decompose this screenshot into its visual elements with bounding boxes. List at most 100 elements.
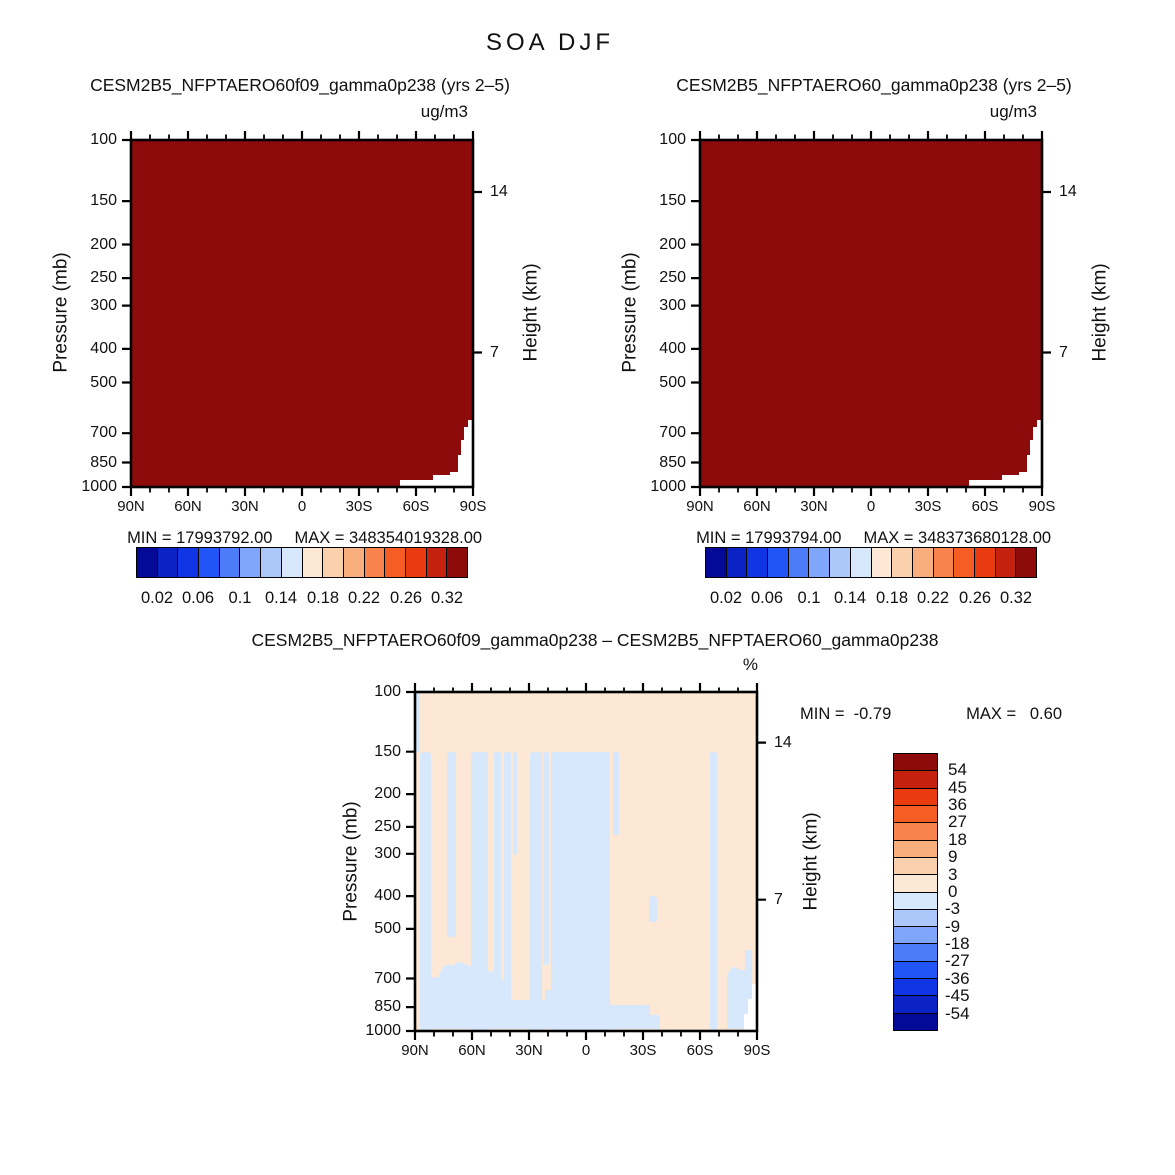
- height-axis-label: Height (km): [520, 263, 542, 362]
- plot-area-fill: [131, 140, 473, 487]
- lat-tick-label: 90S: [1028, 498, 1056, 515]
- colorbar-label: 0.14: [833, 589, 867, 607]
- pressure-tick-label: 500: [374, 919, 401, 937]
- colorbar-label: 0.06: [181, 589, 215, 607]
- major-ticks: [122, 131, 482, 496]
- minor-ticks: [433, 687, 739, 1037]
- colorbar-cell: [746, 548, 768, 577]
- colorbar-cell: [404, 548, 426, 577]
- panel-top-right-plot: [691, 131, 1051, 496]
- pressure-tick-label: 300: [90, 296, 117, 314]
- plot-frame: [129, 138, 475, 489]
- panel-top-right-units: ug/m3: [989, 102, 1037, 121]
- colorbar-diff-label: 45: [948, 778, 967, 797]
- colorbar-diff-label: -9: [945, 917, 961, 936]
- colorbar-diff-label: 9: [948, 847, 958, 866]
- pressure-tick-label: 150: [374, 742, 401, 760]
- lat-tick-label: 60N: [174, 498, 202, 515]
- pressure-tick-label: 200: [374, 785, 401, 803]
- colorbar-label: 0.22: [916, 589, 950, 607]
- colorbar-label: 0.14: [264, 589, 298, 607]
- pressure-tick-label: 300: [659, 296, 686, 314]
- colorbar-cell: [1015, 548, 1036, 577]
- colorbar-cell: [260, 548, 281, 577]
- colorbar-cell: [384, 548, 405, 577]
- colorbar-diff-label: -45: [945, 986, 970, 1005]
- pressure-tick-label: 500: [90, 373, 117, 391]
- colorbar-cell: [894, 804, 937, 823]
- min-max-line: MIN = -0.79 MAX = 0.60: [800, 705, 1062, 723]
- colorbar-cell: [894, 856, 937, 875]
- max-value: MAX = 348354019328.00: [294, 529, 483, 548]
- colorbar-label: 0.22: [347, 589, 381, 607]
- pressure-tick-label: 700: [374, 969, 401, 987]
- colorbar-cell: [767, 548, 788, 577]
- colorbar-label: 0.1: [228, 589, 252, 607]
- height-axis-label: Height (km): [1089, 263, 1111, 362]
- terrain-notch: [400, 420, 472, 486]
- colorbar-label: 0.1: [797, 589, 821, 607]
- colorbar-cell: [829, 548, 850, 577]
- colorbar-label: 0.06: [750, 589, 784, 607]
- colorbar-diff-label: 3: [948, 865, 958, 884]
- panel-diff-title: CESM2B5_NFPTAERO60f09_gamma0p238 – CESM2…: [251, 630, 939, 650]
- colorbar-cell: [932, 548, 954, 577]
- height-tick-label: 7: [774, 890, 783, 908]
- lat-tick-label: 60S: [402, 498, 430, 515]
- colorbar-diff-label: -27: [945, 951, 970, 970]
- height-tick-label: 14: [490, 183, 508, 200]
- panel-top-right-title: CESM2B5_NFPTAERO60_gamma0p238 (yrs 2–5): [676, 75, 1072, 95]
- pressure-tick-label: 150: [90, 192, 117, 209]
- plot-frame: [413, 690, 759, 1033]
- lat-tick-label: 30N: [231, 498, 259, 515]
- colorbar-cell: [894, 874, 937, 892]
- colorbar-diff-label: 18: [948, 830, 967, 849]
- pressure-tick-label: 1000: [650, 478, 686, 495]
- pressure-tick-label: 500: [659, 373, 686, 391]
- height-tick-label: 14: [1059, 183, 1077, 200]
- colorbar-cell: [953, 548, 974, 577]
- lat-tick-label: 30S: [345, 498, 373, 515]
- pressure-tick-label: 250: [374, 817, 401, 835]
- colorbar-cell: [894, 839, 937, 857]
- pressure-tick-label: 850: [659, 453, 686, 471]
- colorbar-label: 0.18: [875, 589, 909, 607]
- lat-tick-label: 60N: [743, 498, 771, 515]
- panel-top-left-units: ug/m3: [420, 102, 468, 121]
- colorbar-cell: [218, 548, 240, 577]
- pressure-tick-label: 100: [659, 131, 686, 148]
- colorbar-cell: [894, 978, 937, 996]
- colorbar-cell: [177, 548, 199, 577]
- panel-diff-plot: [406, 683, 766, 1040]
- min-value: MIN = -0.79: [800, 705, 892, 723]
- lat-tick-label: 0: [866, 498, 876, 515]
- lat-tick-label: 90N: [117, 498, 145, 515]
- min-max-line: MIN = 17993794.00 MAX = 348373680128.00: [624, 511, 1114, 547]
- panel-top-left-plot: [122, 131, 482, 496]
- lat-tick-label: 90N: [401, 1042, 429, 1059]
- pressure-tick-label: 200: [90, 235, 117, 253]
- pressure-tick-label: 100: [374, 683, 401, 700]
- colorbar-cell: [301, 548, 323, 577]
- colorbar-cell: [808, 548, 830, 577]
- pressure-tick-label: 1000: [81, 478, 117, 495]
- lat-tick-label: 60S: [971, 498, 999, 515]
- min-value: MIN = 17993792.00: [127, 529, 273, 548]
- colorbar-label: 0.02: [140, 589, 174, 607]
- colorbar-cell: [137, 548, 157, 577]
- min-value: MIN = 17993794.00: [696, 529, 842, 548]
- colorbar-label: 0.32: [999, 589, 1033, 607]
- colorbar-cell: [994, 548, 1016, 577]
- minor-ticks: [149, 134, 455, 493]
- colorbar-cell: [894, 926, 937, 944]
- panel-diff-units: %: [742, 655, 758, 674]
- colorbar-cell: [787, 548, 809, 577]
- pressure-tick-label: 200: [659, 235, 686, 253]
- max-value: MAX = 348373680128.00: [863, 529, 1052, 548]
- height-axis-label: Height (km): [800, 812, 822, 911]
- colorbar-cell: [870, 548, 892, 577]
- pressure-axis-label: Pressure (mb): [50, 252, 72, 373]
- colorbar-cell: [342, 548, 364, 577]
- terrain-notch: [744, 984, 756, 1030]
